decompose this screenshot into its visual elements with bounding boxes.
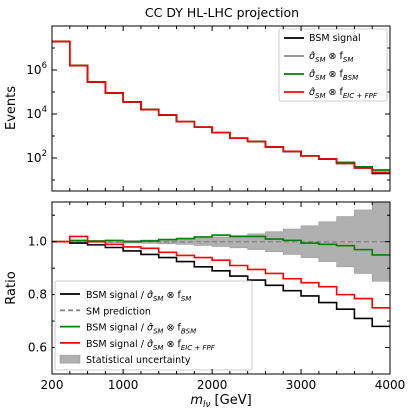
bottom-ylabel: Ratio	[4, 271, 19, 304]
top-ytick-label: 106	[26, 61, 47, 77]
top-legend-label: σ̂SM ⊗ fSM	[309, 51, 353, 64]
top-legend-label: σ̂SM ⊗ fEIC + FPF	[309, 87, 378, 100]
ratio-bsm-over-eic-fpf	[52, 235, 390, 309]
top-legend-label: BSM signal	[309, 33, 361, 44]
bottom-legend-box	[54, 280, 253, 371]
bottom-legend-swatch	[59, 354, 81, 364]
bottom-legend: BSM signal / σ̂SM ⊗ fSM SM prediction BSM …	[54, 280, 253, 371]
xtick-label: 1000	[108, 378, 139, 392]
top-ytick-label: 102	[26, 149, 47, 165]
ratio-bsm-over-bsm	[52, 234, 390, 256]
top-legend-box	[278, 28, 388, 102]
top-legend: BSM signal σ̂SM ⊗ fSM σ̂SM ⊗ fBSM σ̂SM ⊗ fE…	[278, 28, 388, 102]
top-plot-frame	[51, 25, 391, 192]
ratio-bsm-over-sm	[52, 240, 390, 328]
chart-title: CC DY HL-LHC projection	[145, 5, 299, 20]
top-series-eic-fpf	[52, 40, 390, 174]
xtick-label: 4000	[375, 378, 406, 392]
xtick-label: 2000	[197, 378, 228, 392]
bottom-panel: 0.6 0.8 1.0 Ratio BSM signal / σ̂SM ⊗ fSM S…	[4, 201, 391, 375]
x-axis-label: mlν [GeV]	[190, 393, 251, 410]
top-panel: 102 104 106 Events BSM signal σ̂SM ⊗ fSM σ̂S…	[4, 25, 391, 192]
bottom-ytick-label: 0.8	[28, 288, 47, 302]
bottom-ytick-label: 0.6	[28, 341, 47, 355]
bottom-legend-label: Statistical uncertainty	[86, 355, 191, 366]
top-ytick-label: 104	[26, 105, 47, 121]
x-axis: 200 1000 2000 3000 4000	[41, 26, 406, 392]
bottom-ytick-label: 1.0	[28, 235, 47, 249]
bottom-legend-label: BSM signal / σ̂SM ⊗ fBSM	[86, 323, 196, 336]
bottom-legend-label: SM prediction	[86, 306, 151, 317]
bottom-plot-frame	[51, 201, 391, 375]
top-legend-label: σ̂SM ⊗ fBSM	[309, 69, 358, 82]
xtick-label: 200	[41, 378, 64, 392]
bottom-legend-label: BSM signal / σ̂SM ⊗ fEIC + FPF	[86, 339, 216, 352]
bottom-legend-label: BSM signal / σ̂SM ⊗ fSM	[86, 290, 191, 303]
top-ylabel: Events	[4, 86, 19, 130]
xtick-label: 3000	[286, 378, 317, 392]
